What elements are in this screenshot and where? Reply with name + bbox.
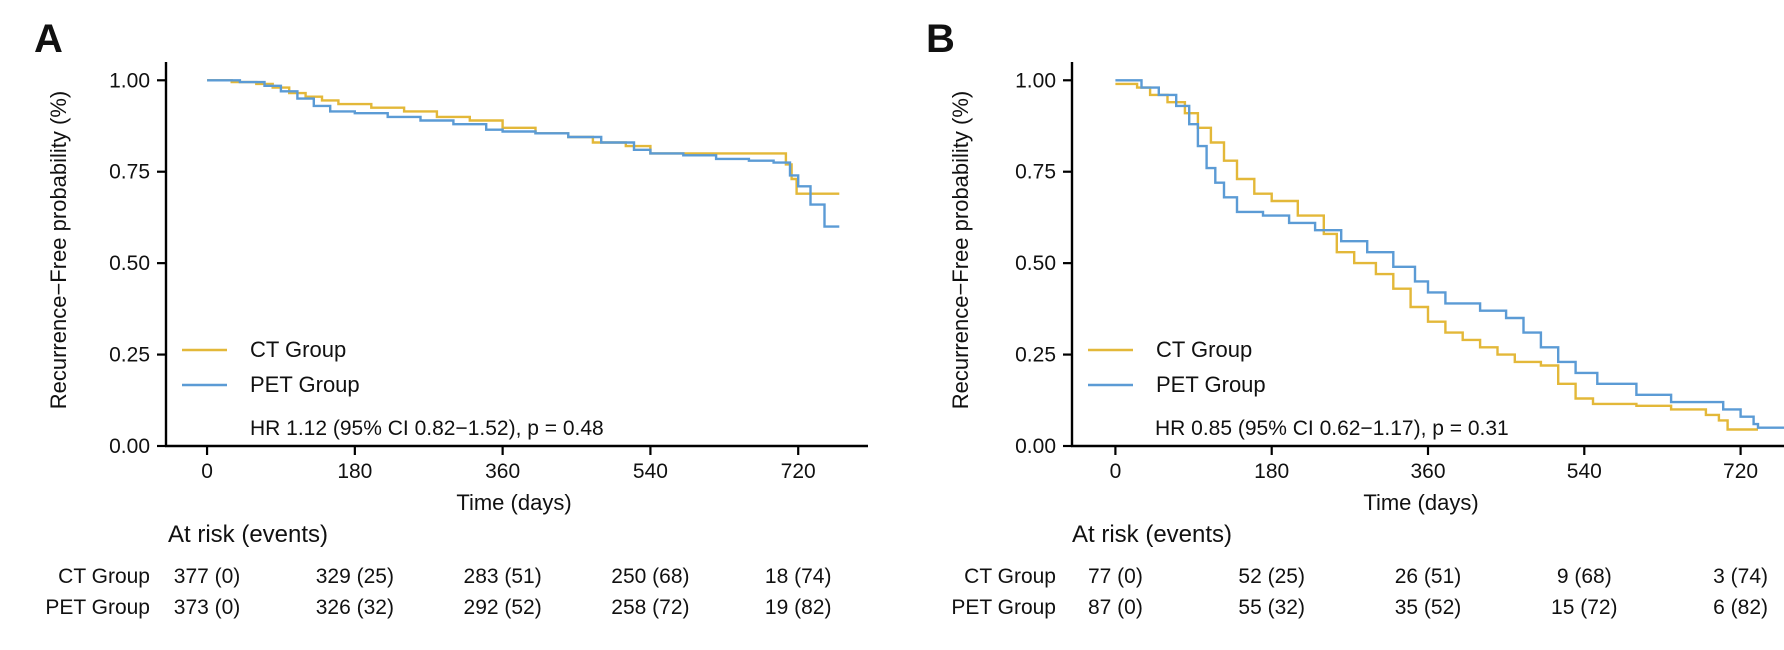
at-risk-cell: 377 (0): [174, 565, 241, 588]
at-risk-cell: 9 (68): [1557, 565, 1612, 588]
survival-curve-pet: [1115, 79, 1784, 429]
survival-curve-ct: [1115, 82, 1758, 431]
legend-label: CT Group: [250, 337, 346, 362]
y-tick-label: 0.75: [1015, 161, 1056, 184]
at-risk-row-label: CT Group: [58, 565, 150, 588]
x-tick-label: 180: [337, 460, 372, 483]
y-tick-label: 0.00: [1015, 435, 1056, 458]
x-tick-label: 360: [485, 460, 520, 483]
at-risk-cell: 373 (0): [174, 596, 241, 619]
at-risk-table: CT Group 77 (0) 52 (25) 26 (51) 9 (68) 3 (74)…: [951, 565, 1768, 619]
at-risk-cell: 250 (68): [611, 565, 689, 588]
plot-area: 0.00 0.25 0.50 0.75 1.00 0 180 360 540 720 CT Grou…: [109, 62, 868, 483]
survival-curve-ct: [207, 79, 840, 195]
survival-curve-pet: [207, 79, 840, 228]
at-risk-cell: 326 (32): [316, 596, 394, 619]
at-risk-row-label: CT Group: [964, 565, 1056, 588]
y-tick-label: 0.50: [109, 252, 150, 275]
x-tick-label: 0: [1110, 460, 1122, 483]
at-risk-cell: 26 (51): [1395, 565, 1462, 588]
x-tick-label: 720: [1723, 460, 1758, 483]
y-axis-label: Recurrence−Free probability (%): [948, 91, 973, 410]
at-risk-cell: 3 (74): [1713, 565, 1768, 588]
hr-annotation: HR 0.85 (95% CI 0.62−1.17), p = 0.31: [1155, 417, 1509, 440]
panel-letter: A: [34, 17, 63, 61]
at-risk-cell: 6 (82): [1713, 596, 1768, 619]
y-tick-label: 0.00: [109, 435, 150, 458]
at-risk-cell: 292 (52): [464, 596, 542, 619]
y-tick-label: 0.25: [109, 344, 150, 367]
at-risk-cell: 77 (0): [1088, 565, 1143, 588]
x-tick-label: 0: [201, 460, 213, 483]
at-risk-row-label: PET Group: [45, 596, 150, 619]
at-risk-cell: 18 (74): [765, 565, 832, 588]
x-tick-label: 540: [633, 460, 668, 483]
panel-letter: B: [926, 17, 955, 61]
at-risk-row-label: PET Group: [951, 596, 1056, 619]
at-risk-cell: 55 (32): [1238, 596, 1305, 619]
x-axis-label: Time (days): [456, 490, 571, 515]
x-tick-label: 540: [1567, 460, 1602, 483]
at-risk-cell: 87 (0): [1088, 596, 1143, 619]
at-risk-cell: 329 (25): [316, 565, 394, 588]
panel-b: B Recurrence−Free probability (%) Time (…: [926, 17, 1784, 619]
legend-label: PET Group: [250, 372, 360, 397]
at-risk-cell: 52 (25): [1238, 565, 1305, 588]
at-risk-cell: 283 (51): [464, 565, 542, 588]
at-risk-cell: 258 (72): [611, 596, 689, 619]
x-tick-label: 720: [781, 460, 816, 483]
hr-annotation: HR 1.12 (95% CI 0.82−1.52), p = 0.48: [250, 417, 604, 440]
x-tick-label: 180: [1254, 460, 1289, 483]
at-risk-title: At risk (events): [1072, 521, 1232, 548]
plot-area: 0.00 0.25 0.50 0.75 1.00 0 180 360 540 720 CT Grou…: [1015, 62, 1784, 483]
x-axis-label: Time (days): [1363, 490, 1478, 515]
y-tick-label: 1.00: [109, 69, 150, 92]
y-tick-label: 0.75: [109, 161, 150, 184]
at-risk-title: At risk (events): [168, 521, 328, 548]
y-tick-label: 0.50: [1015, 252, 1056, 275]
at-risk-cell: 35 (52): [1395, 596, 1462, 619]
y-axis-label: Recurrence−Free probability (%): [46, 91, 71, 410]
x-tick-label: 360: [1410, 460, 1445, 483]
at-risk-cell: 19 (82): [765, 596, 832, 619]
legend-label: CT Group: [1156, 337, 1252, 362]
at-risk-table: CT Group 377 (0) 329 (25) 283 (51) 250 (68) 1…: [45, 565, 831, 619]
panel-a: A Recurrence−Free probability (%) Time (…: [34, 17, 868, 619]
at-risk-cell: 15 (72): [1551, 596, 1618, 619]
y-tick-label: 1.00: [1015, 69, 1056, 92]
legend-label: PET Group: [1156, 372, 1266, 397]
y-tick-label: 0.25: [1015, 344, 1056, 367]
